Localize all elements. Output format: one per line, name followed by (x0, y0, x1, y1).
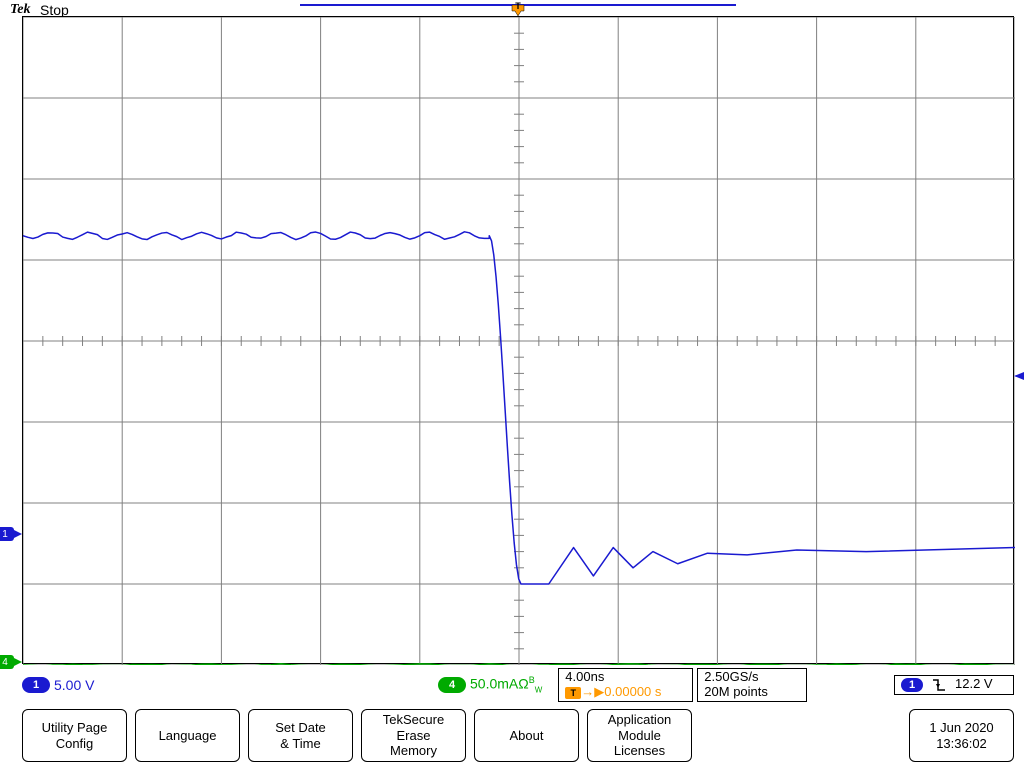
ch1-ground-marker[interactable]: 1 (0, 527, 22, 541)
datetime-readout: 1 Jun 202013:36:02 (909, 709, 1014, 762)
waveform-display (22, 16, 1014, 664)
timebase-readout: 4.00ns T→▶0.00000 s (558, 668, 693, 702)
readout-bar: 1 5.00 V 4 50.0mAΩBW 4.00ns T→▶0.00000 s… (22, 668, 1014, 702)
ch4-ground-marker[interactable]: 4 (0, 655, 22, 669)
ch1-badge[interactable]: 1 (22, 677, 50, 693)
ch4-badge[interactable]: 4 (438, 677, 466, 693)
softkey-menu: Utility PageConfig Language Set Date& Ti… (22, 709, 1014, 762)
ch1-scale: 5.00 V (54, 677, 130, 693)
edge-falling-icon (931, 677, 947, 693)
trigger-readout: 1 12.2 V (894, 675, 1014, 695)
set-date-time-button[interactable]: Set Date& Time (248, 709, 353, 762)
teksecure-button[interactable]: TekSecureEraseMemory (361, 709, 466, 762)
waveform-grid (23, 17, 1015, 665)
acquisition-readout: 2.50GS/s 20M points (697, 668, 807, 702)
utility-page-button[interactable]: Utility PageConfig (22, 709, 127, 762)
trigger-level-marker[interactable] (1012, 369, 1024, 386)
language-button[interactable]: Language (135, 709, 240, 762)
app-module-licenses-button[interactable]: ApplicationModuleLicenses (587, 709, 692, 762)
ch4-scale: 50.0mAΩBW (470, 675, 542, 694)
about-button[interactable]: About (474, 709, 579, 762)
